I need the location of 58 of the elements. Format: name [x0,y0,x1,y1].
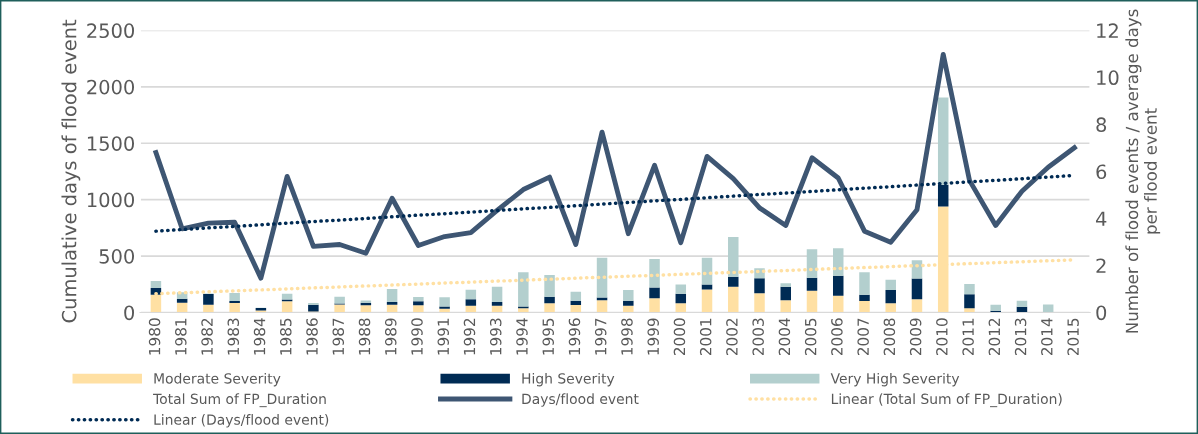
x-tick-label: 1998 [621,318,633,355]
x-tick-label: 2005 [804,318,817,356]
x-tick-label: 1993 [489,318,502,355]
x-tick-label: 2002 [726,318,738,356]
y2-tick-label: 0 [1096,305,1107,321]
x-tick-label: 2010 [936,318,948,356]
y-tick-label: 2500 [87,23,135,39]
x-tick-label: 1982 [201,318,213,355]
x-tick-label: 2003 [752,318,764,356]
y-tick-label: 2000 [87,79,135,95]
y2-axis-title: Number of flood events / average days per flood event [1125,9,1161,333]
x-tick-label: 1997 [594,318,607,355]
x-tick-label: 1986 [306,318,318,355]
x-tick-label: 1994 [516,318,528,355]
x-tick-label: 1981 [175,318,187,355]
y-tick-label: 500 [99,249,135,264]
x-tick-label: 1980 [148,318,161,355]
x-tick-label: 2011 [962,318,974,356]
legend-label: Very High Severity [830,372,960,387]
x-tick-label: 1990 [411,318,423,355]
x-tick-label: 2004 [778,318,791,356]
x-tick-label: 1987 [332,318,345,355]
y2-tick-label: 12 [1097,23,1118,38]
x-tick-label: 1983 [227,318,240,355]
y2-tick-label: 4 [1095,211,1107,226]
y2-tick-label: 10 [1097,70,1119,86]
legend-label: Days/flood event [522,393,639,407]
x-tick-label: 2007 [857,318,869,356]
x-tick-label: 2013 [1014,318,1027,356]
y-tick-label: 0 [124,305,135,321]
x-tick-label: 1995 [542,318,554,355]
legend-label: Moderate Severity [154,372,281,387]
x-tick-label: 2012 [988,318,1001,356]
legend-label: High Severity [522,372,615,387]
y2-tick-label: 2 [1096,258,1106,273]
legend-label: Linear (Total Sum of FP_Duration) [831,393,1062,408]
x-tick-label: 1996 [568,318,581,355]
legend-label: Linear (Days/flood event) [154,414,329,428]
x-tick-label: 1991 [437,318,450,355]
x-tick-label: 2009 [909,318,922,356]
y-tick-label: 1000 [87,192,135,208]
x-tick-label: 1992 [463,318,476,355]
x-tick-label: 1988 [358,318,371,355]
x-tick-label: 2000 [673,318,686,356]
x-tick-label: 1985 [280,318,292,355]
x-tick-label: 2014 [1041,318,1053,356]
x-tick-label: 1984 [253,318,266,355]
x-tick-label: 2015 [1067,318,1079,356]
y2-tick-label: 8 [1096,117,1107,133]
y-axis-title: Cumulative days of flood event [61,19,81,323]
y2-tick-label: 6 [1096,164,1107,180]
x-tick-label: 2001 [699,318,712,356]
x-tick-label: 2006 [831,318,843,356]
text: Total Sum of FP_Duration [153,393,326,408]
x-tick-label: 1999 [647,318,659,355]
x-tick-label: 2008 [883,318,896,356]
x-tick-label: 1989 [384,318,397,355]
y-tick-label: 1500 [87,136,135,151]
